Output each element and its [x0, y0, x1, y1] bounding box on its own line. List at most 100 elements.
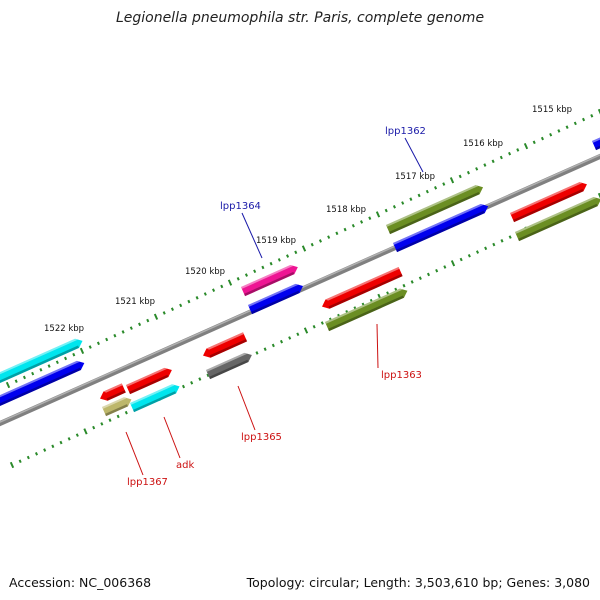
minor-tick — [271, 343, 275, 348]
major-tick — [83, 428, 88, 435]
minor-tick — [288, 336, 292, 340]
minor-tick — [475, 167, 479, 171]
feature-blue-edge-body — [592, 135, 600, 151]
major-tick — [9, 461, 15, 469]
minor-tick — [360, 220, 364, 224]
feature-blue-left[interactable] — [0, 358, 86, 414]
major-tick — [153, 313, 159, 320]
minor-tick — [410, 280, 414, 284]
topology-summary: Topology: circular; Length: 3,503,610 bp… — [246, 575, 590, 590]
feature-red-1365-body — [203, 332, 248, 358]
minor-tick — [310, 242, 314, 247]
minor-tick — [170, 307, 174, 311]
feature-khaki-1367[interactable] — [102, 395, 133, 417]
feature-cyan-adk-shade — [133, 391, 177, 413]
gene-leader-line — [376, 323, 379, 369]
feature-red-1363-shade — [328, 273, 403, 309]
minor-tick — [22, 375, 26, 380]
minor-tick — [212, 288, 216, 292]
minor-tick — [39, 368, 43, 372]
feature-blue-1362-sheen — [393, 203, 484, 245]
minor-tick — [195, 296, 199, 300]
feature-olive-right-shade — [518, 203, 598, 242]
feature-olive-right-body — [515, 197, 600, 242]
feature-red-adk-body — [126, 367, 172, 395]
feature-red-1367[interactable] — [98, 383, 126, 403]
kbp-tick-label: 1515 kbp — [532, 105, 572, 115]
feature-red-right[interactable] — [510, 180, 589, 223]
minor-tick — [108, 418, 112, 422]
feature-khaki-1367-sheen — [102, 397, 127, 409]
minor-tick — [327, 235, 331, 239]
minor-tick — [75, 433, 79, 437]
feature-magenta-1364[interactable] — [241, 263, 300, 297]
minor-tick — [14, 379, 18, 383]
feature-red-1365-sheen — [206, 332, 244, 350]
major-tick — [597, 192, 600, 200]
feature-gray-1365[interactable] — [206, 350, 254, 380]
gene-label-lpp1365[interactable]: lpp1365 — [241, 432, 282, 443]
minor-tick — [294, 250, 298, 255]
minor-tick — [88, 345, 92, 349]
minor-tick — [286, 254, 290, 258]
gene-label-lpp1363[interactable]: lpp1363 — [381, 370, 422, 381]
minor-tick — [483, 163, 487, 167]
feature-blue-1364[interactable] — [248, 281, 305, 315]
major-tick — [449, 177, 455, 184]
gene-label-lpp1362[interactable]: lpp1362 — [385, 126, 426, 137]
feature-olive-1362[interactable] — [386, 183, 485, 235]
minor-tick — [253, 269, 257, 274]
minor-tick — [582, 117, 586, 122]
feature-red-1363[interactable] — [320, 267, 403, 311]
minor-tick — [590, 114, 594, 118]
gene-leader-line — [404, 137, 424, 173]
feature-blue-1362[interactable] — [393, 202, 490, 253]
minor-tick — [138, 322, 142, 327]
minor-tick — [499, 155, 503, 160]
feature-layer — [0, 133, 600, 417]
minor-tick — [484, 246, 488, 251]
minor-tick — [435, 268, 439, 273]
gene-leader-line — [125, 431, 144, 476]
major-tick — [450, 260, 456, 267]
feature-red-adk-shade — [129, 374, 169, 395]
feature-red-1365[interactable] — [201, 332, 248, 360]
feature-red-adk[interactable] — [126, 365, 174, 395]
gene-label-lpp1367[interactable]: lpp1367 — [127, 477, 168, 488]
minor-tick — [540, 136, 544, 141]
gene-leader-line — [237, 385, 256, 431]
minor-tick — [409, 197, 413, 201]
minor-tick — [26, 455, 30, 460]
minor-tick — [402, 283, 406, 288]
feature-red-right-sheen — [510, 182, 583, 215]
feature-cyan-left[interactable] — [0, 336, 85, 391]
minor-tick — [206, 373, 210, 378]
minor-tick — [508, 235, 512, 239]
minor-tick — [458, 174, 462, 179]
minor-tick — [116, 414, 120, 419]
gene-label-adk[interactable]: adk — [176, 460, 194, 471]
feature-red-1367-body — [100, 383, 126, 401]
feature-red-1367-sheen — [103, 383, 123, 393]
minor-tick — [113, 333, 117, 338]
feature-olive-right[interactable] — [515, 195, 600, 242]
gene-label-lpp1364[interactable]: lpp1364 — [220, 201, 261, 212]
feature-blue-edge[interactable] — [592, 133, 600, 151]
minor-tick — [129, 326, 133, 330]
minor-tick — [220, 284, 224, 289]
kbp-tick-label: 1521 kbp — [115, 297, 155, 307]
minor-tick — [318, 239, 322, 243]
minor-tick — [532, 140, 536, 145]
feature-cyan-adk[interactable] — [130, 382, 182, 413]
minor-tick — [105, 337, 109, 342]
feature-olive-1363-body — [325, 288, 408, 332]
minor-tick — [401, 201, 405, 205]
feature-olive-1363[interactable] — [325, 286, 409, 332]
major-tick — [227, 279, 233, 286]
minor-tick — [100, 422, 104, 426]
minor-tick — [443, 265, 447, 269]
minor-tick — [492, 242, 496, 247]
minor-tick — [47, 364, 51, 368]
map-title: Legionella pneumophila str. Paris, compl… — [115, 10, 485, 26]
feature-red-right-body — [510, 182, 587, 223]
